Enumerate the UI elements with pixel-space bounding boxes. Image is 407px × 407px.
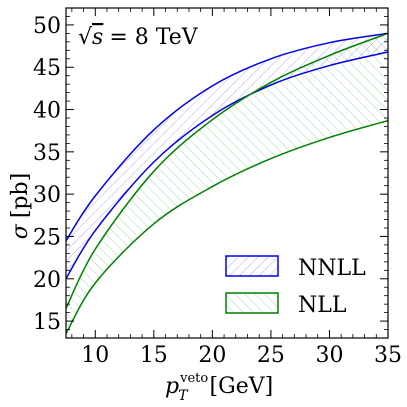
x-axis-var: p <box>165 374 179 399</box>
y-tick-label: 50 <box>33 14 61 39</box>
energy-annotation: √s = 8 TeV <box>78 25 199 50</box>
y-tick-label: 45 <box>33 56 61 81</box>
sqrt-var: s <box>92 25 103 50</box>
x-axis-sub: T <box>178 388 189 404</box>
x-axis-unit: [GeV] <box>210 374 274 399</box>
legend-label-nnll: NNLL <box>298 256 366 281</box>
y-tick-label: 35 <box>33 141 61 166</box>
y-axis-label: σ [pb] <box>8 173 33 239</box>
y-tick-label: 25 <box>33 225 61 250</box>
x-tick-label: 35 <box>374 343 402 368</box>
bands-group <box>66 32 388 335</box>
legend: NNLL NLL <box>225 255 366 318</box>
nnll-upper-line <box>66 32 388 242</box>
y-tick-label: 30 <box>33 183 61 208</box>
x-tick-label: 25 <box>257 343 285 368</box>
y-tick-label: 20 <box>33 268 61 293</box>
energy-value: = 8 TeV <box>109 25 198 50</box>
legend-label-nll: NLL <box>298 293 347 318</box>
y-tick-label: 40 <box>33 99 61 124</box>
legend-swatch-nnll <box>225 255 279 277</box>
plot-frame <box>65 7 389 339</box>
x-tick-label: 20 <box>198 343 226 368</box>
x-axis-label: pveto T [GeV] <box>165 371 273 404</box>
nll-lower-line <box>66 119 388 335</box>
x-tick-label: 10 <box>81 343 109 368</box>
tick-labels-group: 10 15 20 25 30 35 15 20 25 30 35 40 45 50 <box>33 14 402 368</box>
x-axis-sup: veto <box>179 371 208 386</box>
sqrt-symbol: √ <box>78 25 93 50</box>
nll-upper-line <box>66 32 388 309</box>
ticks-group <box>66 8 389 338</box>
y-tick-label: 15 <box>33 310 61 335</box>
nll-band-fill <box>66 33 388 334</box>
y-axis-unit: [pb] <box>8 173 33 218</box>
y-axis-var: σ <box>8 223 33 239</box>
x-tick-label: 30 <box>315 343 343 368</box>
legend-swatch-nll <box>225 292 279 314</box>
x-tick-label: 15 <box>140 343 168 368</box>
